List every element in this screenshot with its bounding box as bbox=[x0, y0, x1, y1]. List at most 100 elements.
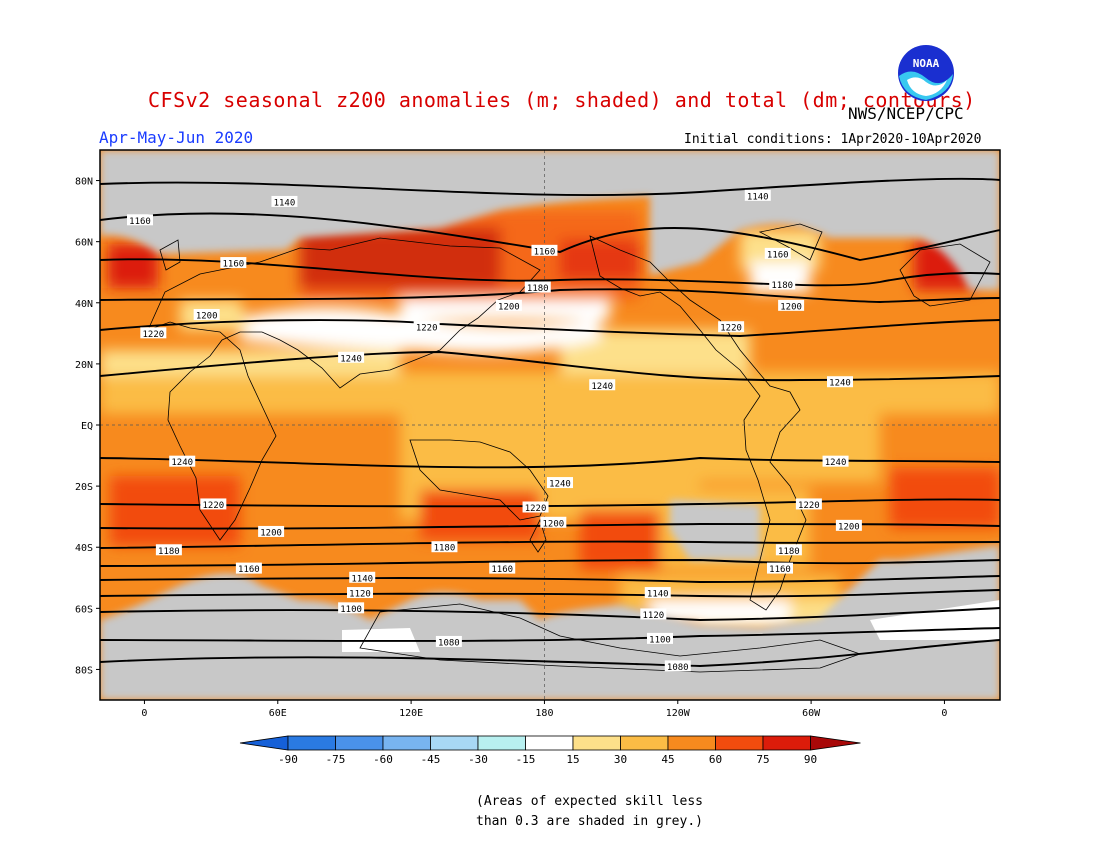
lat-tick-label: 80N bbox=[75, 177, 93, 188]
contour-label: 1220 bbox=[795, 498, 822, 511]
contour-label: 1220 bbox=[413, 321, 440, 334]
svg-text:1220: 1220 bbox=[202, 501, 224, 511]
svg-text:1240: 1240 bbox=[825, 458, 847, 468]
contour-label: 1180 bbox=[769, 278, 796, 291]
skill-note: (Areas of expected skill less than 0.3 a… bbox=[476, 794, 703, 829]
contour-label: 1240 bbox=[822, 455, 849, 468]
svg-text:1160: 1160 bbox=[129, 217, 151, 227]
svg-text:1180: 1180 bbox=[778, 547, 800, 557]
svg-text:1240: 1240 bbox=[171, 458, 193, 468]
latitude-axis: 80N 60N 40N 20N EQ 20S 40S 60S 80S bbox=[75, 177, 100, 676]
svg-text:1180: 1180 bbox=[158, 547, 180, 557]
contour-label: 1200 bbox=[495, 299, 522, 312]
svg-text:1140: 1140 bbox=[647, 590, 669, 600]
contour-label: 1180 bbox=[431, 541, 458, 554]
legend-label: 15 bbox=[566, 753, 579, 766]
svg-text:1200: 1200 bbox=[260, 528, 282, 538]
legend-label: -75 bbox=[326, 753, 346, 766]
svg-text:1200: 1200 bbox=[498, 302, 520, 312]
svg-text:1160: 1160 bbox=[238, 565, 260, 575]
contour-label: 1240 bbox=[169, 455, 196, 468]
contour-label: 1220 bbox=[522, 501, 549, 514]
svg-text:1220: 1220 bbox=[798, 501, 820, 511]
svg-text:1200: 1200 bbox=[838, 522, 860, 532]
contour-label: 1200 bbox=[835, 519, 862, 532]
contour-label: 1200 bbox=[540, 516, 567, 529]
contour-label: 1120 bbox=[640, 608, 667, 621]
map-title: CFSv2 seasonal z200 anomalies (m; shaded… bbox=[148, 88, 976, 112]
svg-text:1120: 1120 bbox=[349, 590, 371, 600]
svg-text:1240: 1240 bbox=[591, 382, 613, 392]
contour-labels: 1140 1140 1160 1160 1160 1160 1180 1180 1200 1200… bbox=[127, 189, 862, 673]
legend-swatch bbox=[287, 735, 336, 751]
contour-label: 1180 bbox=[775, 544, 802, 557]
contour-label: 1120 bbox=[347, 587, 373, 600]
lon-tick-label: 60E bbox=[269, 708, 287, 719]
contour-label: 1160 bbox=[235, 562, 262, 575]
legend-label: 45 bbox=[661, 753, 674, 766]
legend-label: -90 bbox=[278, 753, 298, 766]
svg-text:1220: 1220 bbox=[525, 504, 547, 514]
contour-label: 1140 bbox=[271, 195, 298, 208]
svg-text:1200: 1200 bbox=[780, 302, 802, 312]
svg-text:1200: 1200 bbox=[542, 519, 564, 529]
contour-label: 1160 bbox=[220, 257, 247, 270]
contour-label: 1160 bbox=[764, 247, 791, 260]
svg-text:1080: 1080 bbox=[438, 638, 460, 648]
svg-text:1100: 1100 bbox=[649, 635, 671, 645]
legend-swatch bbox=[715, 735, 764, 751]
svg-text:1240: 1240 bbox=[340, 354, 362, 364]
svg-text:1160: 1160 bbox=[534, 247, 556, 257]
svg-text:1080: 1080 bbox=[667, 663, 689, 673]
lon-tick-label: 0 bbox=[141, 708, 147, 719]
svg-text:1140: 1140 bbox=[274, 198, 296, 208]
svg-text:1180: 1180 bbox=[527, 284, 549, 294]
color-legend: -90 -75 -60 -45 -30 -15 15 30 45 60 75 90 bbox=[239, 735, 861, 766]
contour-label: 1140 bbox=[644, 587, 671, 600]
contour-label: 1160 bbox=[489, 562, 516, 575]
noaa-logo-icon: NOAA bbox=[898, 45, 954, 101]
contour-label: 1100 bbox=[338, 602, 365, 615]
contour-label: 1160 bbox=[767, 562, 793, 575]
legend-arrow-high bbox=[810, 735, 861, 751]
svg-text:1240: 1240 bbox=[549, 480, 571, 490]
contour-label: 1240 bbox=[338, 351, 365, 364]
svg-text:NOAA: NOAA bbox=[913, 57, 940, 70]
lat-tick-label: 80S bbox=[75, 665, 93, 676]
contour-label: 1160 bbox=[531, 244, 558, 257]
contour-label: 1180 bbox=[524, 281, 551, 294]
svg-text:1120: 1120 bbox=[642, 611, 664, 621]
legend-label: 90 bbox=[804, 753, 817, 766]
contour-label: 1200 bbox=[778, 299, 805, 312]
legend-label: 75 bbox=[756, 753, 769, 766]
contour-label: 1080 bbox=[664, 660, 691, 673]
lon-tick-label: 0 bbox=[941, 708, 947, 719]
contour-label: 1100 bbox=[647, 632, 673, 645]
initial-conditions: Initial conditions: 1Apr2020-10Apr2020 bbox=[684, 132, 982, 147]
contour-label: 1140 bbox=[349, 571, 376, 584]
svg-text:1240: 1240 bbox=[829, 379, 851, 389]
contour-label: 1160 bbox=[127, 214, 153, 227]
legend-swatch bbox=[762, 735, 811, 751]
legend-swatch bbox=[430, 735, 479, 751]
lat-tick-label: 40N bbox=[75, 299, 93, 310]
svg-text:1220: 1220 bbox=[416, 324, 438, 334]
contour-label: 1240 bbox=[589, 379, 616, 392]
contour-label: 1200 bbox=[193, 309, 220, 322]
contour-label: 1220 bbox=[140, 327, 167, 340]
forecast-period: Apr-May-Jun 2020 bbox=[99, 128, 254, 147]
svg-text:1140: 1140 bbox=[351, 574, 373, 584]
legend-label: -45 bbox=[421, 753, 441, 766]
legend-label: -60 bbox=[373, 753, 393, 766]
legend-swatch bbox=[667, 735, 716, 751]
lon-tick-label: 180 bbox=[535, 708, 553, 719]
lat-tick-label: 60N bbox=[75, 238, 93, 249]
contour-label: 1080 bbox=[435, 635, 462, 648]
svg-text:1160: 1160 bbox=[769, 565, 791, 575]
legend-arrow-low bbox=[239, 735, 289, 751]
lat-tick-label: 60S bbox=[75, 604, 93, 615]
svg-text:1220: 1220 bbox=[720, 324, 742, 334]
legend-label: -15 bbox=[516, 753, 536, 766]
lon-tick-label: 120W bbox=[666, 708, 691, 719]
